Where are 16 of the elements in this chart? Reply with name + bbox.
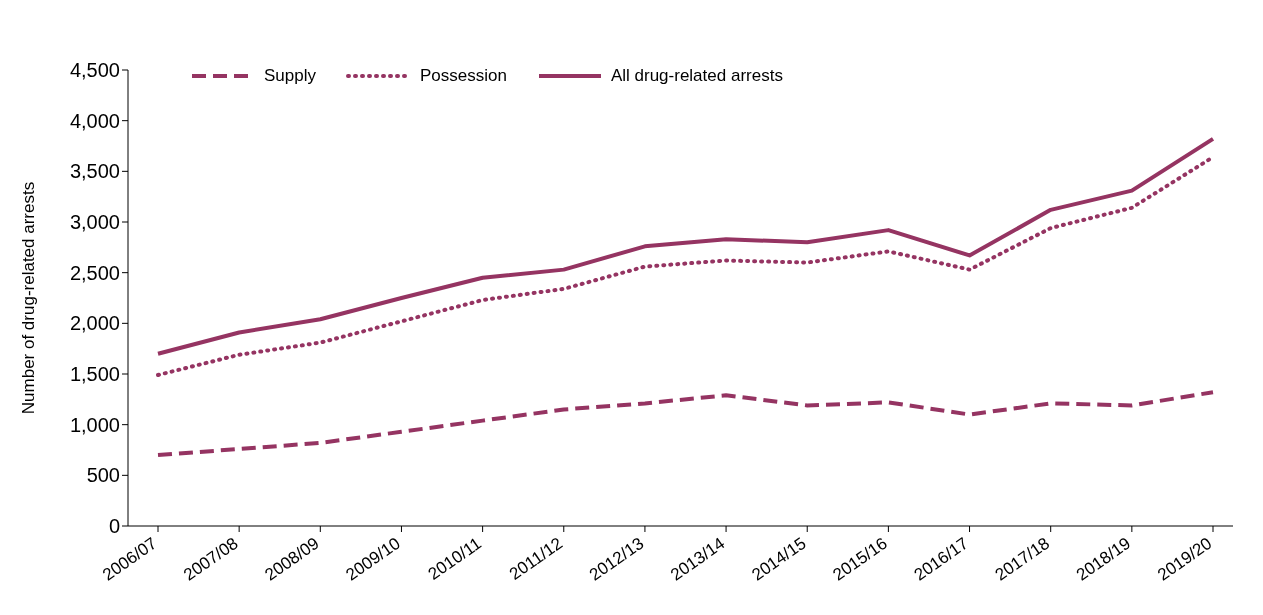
y-tick-label: 4,500 (69, 59, 120, 82)
y-tick-label: 0 (108, 515, 120, 538)
y-tick-label: 3,000 (69, 211, 120, 234)
line-series (156, 136, 1215, 356)
y-tick-label: 500 (86, 464, 120, 487)
y-axis-title: Number of drug-related arrests (19, 181, 39, 415)
y-tick-label: 1,500 (69, 363, 120, 386)
y-tick-label: 3,500 (69, 160, 120, 183)
line-series (156, 390, 1215, 458)
y-tick-label: 1,000 (69, 413, 120, 436)
legend-label: Supply (264, 66, 316, 86)
legend-label: All drug-related arrests (610, 66, 783, 86)
y-tick-label: 2,500 (69, 261, 120, 284)
y-tick-label: 4,000 (69, 109, 120, 132)
legend-label: Possession (419, 66, 507, 86)
y-tick-label: 2,000 (69, 312, 120, 335)
